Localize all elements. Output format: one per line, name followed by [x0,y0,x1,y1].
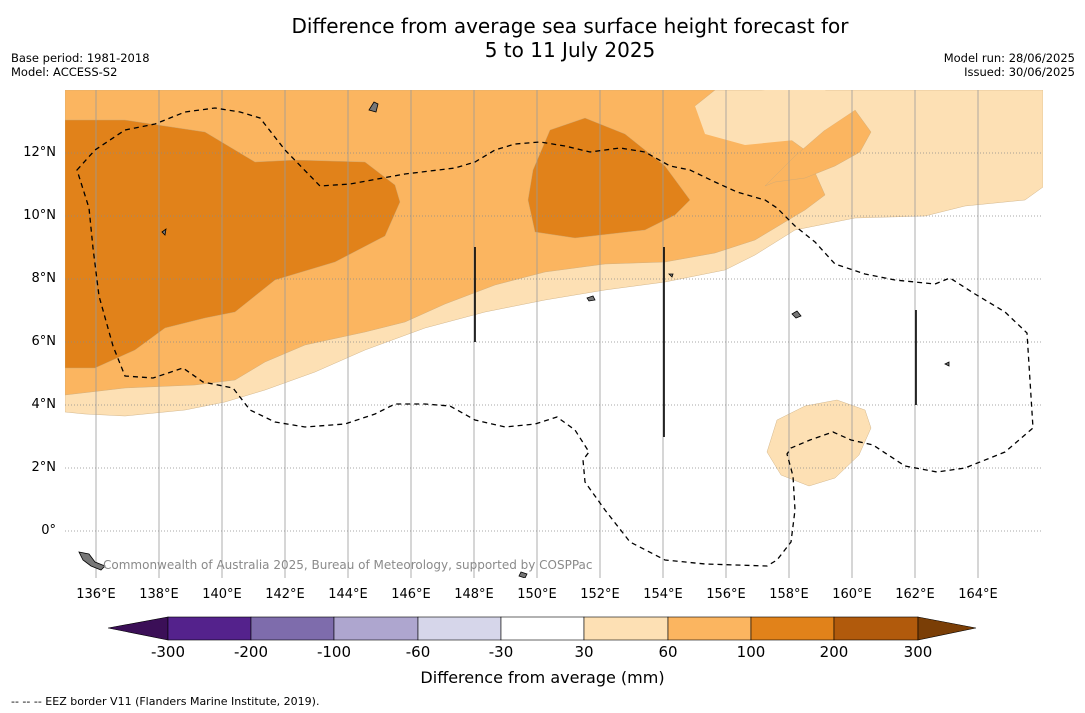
title-line-1: Difference from average sea surface heig… [291,14,849,38]
colorbar-segment [750,616,835,641]
colorbar-segment [583,616,669,641]
lat-label: 12°N [23,145,56,160]
eez-footnote: -- -- -- EEZ border V11 (Flanders Marine… [11,695,320,708]
island [586,295,596,302]
lon-label: 136°E [76,587,116,602]
colorbar-arrow-high [917,616,977,641]
colorbar-label: 60 [658,643,678,661]
vertical-markers [474,247,917,437]
colorbar-label: 300 [903,643,933,661]
lon-label: 142°E [265,587,305,602]
lon-label: 138°E [139,587,179,602]
island [161,228,167,236]
lon-label: 162°E [895,587,935,602]
island [668,273,674,278]
lon-label: 150°E [517,587,557,602]
lon-label: 144°E [328,587,368,602]
contour-bg-patch [695,90,855,145]
meta-right: Model run: 28/06/2025 Issued: 30/06/2025 [944,51,1075,79]
eez-border [76,107,1034,567]
colorbar-segment [667,616,752,641]
colorbar-segment [500,616,585,641]
lon-label: 152°E [580,587,620,602]
contour-60-100-ne [764,109,872,187]
contour-100-200-central [527,117,691,239]
lat-label: 6°N [31,334,57,349]
lat-label: 4°N [31,397,57,412]
island [791,310,802,319]
lon-label: 156°E [706,587,746,602]
meta-left: Base period: 1981-2018 Model: ACCESS-S2 [11,51,150,79]
colorbar [108,616,977,641]
colorbar-segment [250,616,335,641]
island [944,361,950,367]
colorbar-label: -60 [405,643,431,661]
colorbar-segment [417,616,502,641]
model-run-label: Model run: 28/06/2025 [943,51,1075,65]
colorbar-label: -200 [233,643,269,661]
issued-label: Issued: 30/06/2025 [964,65,1075,79]
lat-label: 0° [41,523,56,538]
parallels [65,152,1043,532]
colorbar-label: 100 [736,643,766,661]
lon-label: 148°E [454,587,494,602]
lon-label: 140°E [202,587,242,602]
colorbar-segment [167,616,252,641]
islands [78,101,950,578]
base-period-label: Base period: 1981-2018 [11,51,150,65]
lon-label: 158°E [769,587,809,602]
lat-label: 10°N [23,208,56,223]
lat-label: 2°N [31,460,57,475]
colorbar-label: -30 [488,643,514,661]
contour-100-200-west [65,119,401,369]
colorbar-label: 200 [819,643,849,661]
colorbar-segment [333,616,419,641]
map-title: Difference from average sea surface heig… [0,14,1085,62]
lon-label: 160°E [832,587,872,602]
anomaly-contours [65,90,1043,487]
lon-label: 164°E [958,587,998,602]
colorbar-label: -100 [316,643,352,661]
colorbar-label: -300 [150,643,186,661]
contour-30-60-island [766,399,872,487]
island [78,551,106,571]
map-plot [65,90,1043,578]
colorbar-segment [833,616,919,641]
title-line-2: 5 to 11 July 2025 [484,38,656,62]
gridlines [95,90,979,578]
lon-label: 146°E [391,587,431,602]
lat-label: 8°N [31,271,57,286]
island [518,571,528,578]
model-label: Model: ACCESS-S2 [11,65,118,79]
island [368,101,379,113]
colorbar-title: Difference from average (mm) [420,668,665,687]
colorbar-label: 30 [574,643,594,661]
colorbar-arrow-low [108,616,169,641]
copyright-notice: Commonwealth of Australia 2025, Bureau o… [103,558,593,572]
lon-label: 154°E [643,587,683,602]
